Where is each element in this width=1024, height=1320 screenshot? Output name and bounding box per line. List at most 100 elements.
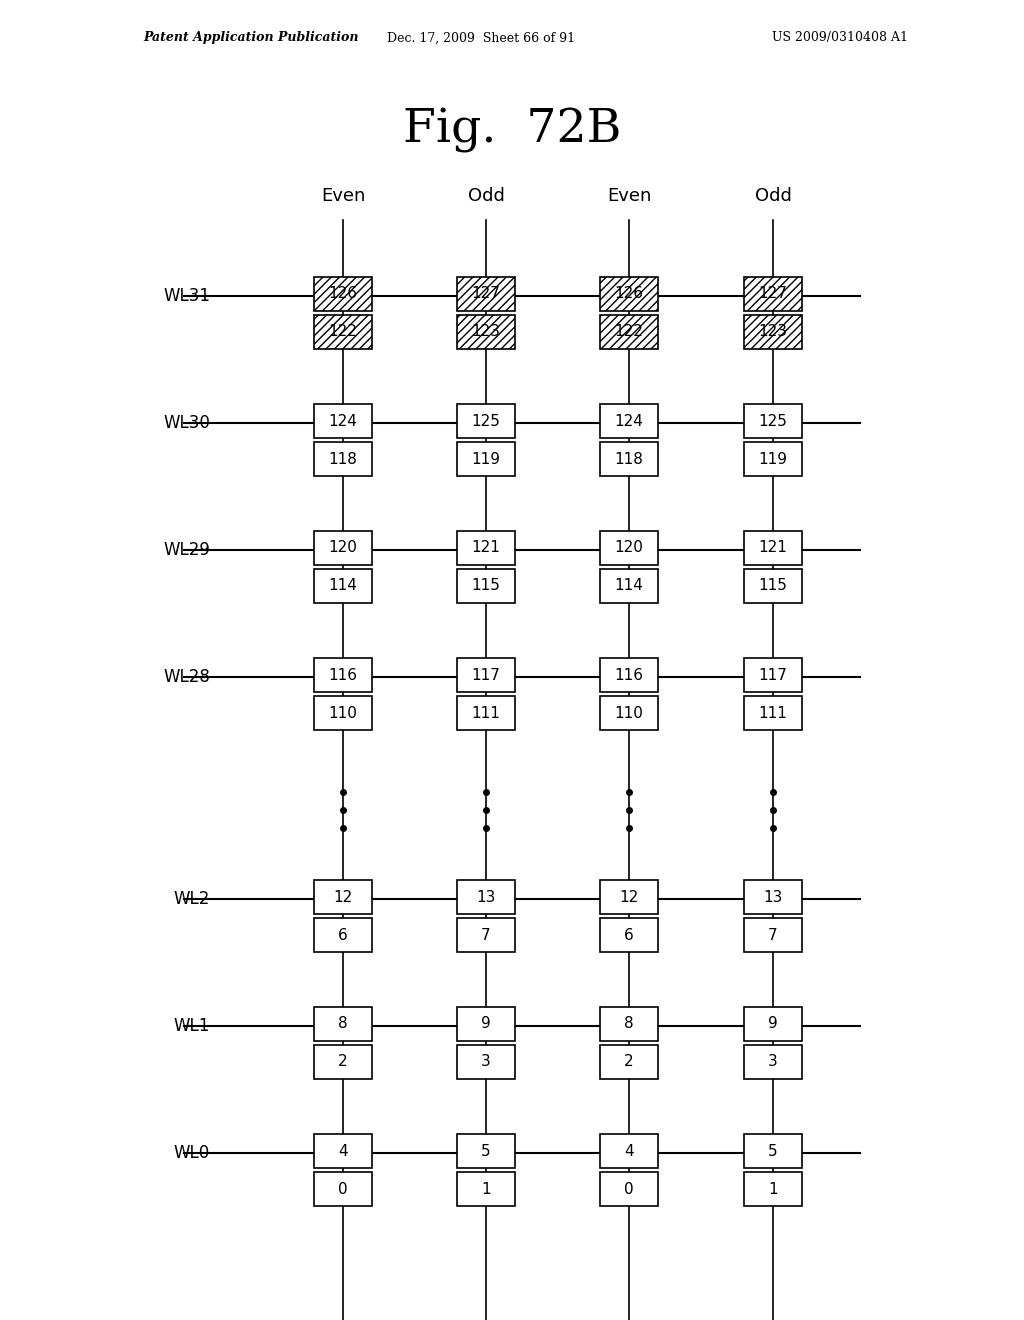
Bar: [457, 657, 515, 692]
Text: 5: 5: [481, 1143, 490, 1159]
Bar: [457, 1045, 515, 1078]
Text: 12: 12: [620, 890, 639, 904]
Bar: [744, 696, 802, 730]
Text: 116: 116: [329, 668, 357, 682]
Bar: [744, 657, 802, 692]
Text: 115: 115: [759, 578, 787, 594]
Text: Patent Application Publication: Patent Application Publication: [143, 32, 358, 45]
Text: 126: 126: [614, 286, 643, 301]
Text: WL29: WL29: [163, 541, 210, 558]
Bar: [744, 880, 802, 913]
Text: 8: 8: [625, 1016, 634, 1031]
Text: 5: 5: [768, 1143, 778, 1159]
Text: 114: 114: [329, 578, 357, 594]
Text: 121: 121: [759, 540, 787, 556]
Text: 7: 7: [768, 928, 778, 942]
Text: 124: 124: [329, 413, 357, 429]
Bar: [457, 1007, 515, 1041]
Text: 111: 111: [472, 705, 501, 721]
Text: 111: 111: [759, 705, 787, 721]
Text: Odd: Odd: [468, 187, 505, 205]
Text: 117: 117: [472, 668, 501, 682]
Bar: [744, 1172, 802, 1206]
Text: WL1: WL1: [174, 1016, 210, 1035]
Bar: [457, 1134, 515, 1168]
Text: WL28: WL28: [163, 668, 210, 686]
Text: 9: 9: [768, 1016, 778, 1031]
Text: 8: 8: [338, 1016, 348, 1031]
Text: Fig.  72B: Fig. 72B: [402, 107, 622, 153]
Bar: [600, 531, 658, 565]
Bar: [600, 315, 658, 348]
Text: 124: 124: [614, 413, 643, 429]
Bar: [600, 880, 658, 913]
Text: 116: 116: [614, 668, 643, 682]
Text: 110: 110: [329, 705, 357, 721]
Bar: [457, 1172, 515, 1206]
Text: Even: Even: [607, 187, 651, 205]
Bar: [314, 277, 372, 312]
Text: 0: 0: [338, 1181, 348, 1196]
Text: 1: 1: [481, 1181, 490, 1196]
Bar: [314, 315, 372, 348]
Bar: [600, 277, 658, 312]
Bar: [600, 917, 658, 952]
Text: 122: 122: [329, 325, 357, 339]
Bar: [600, 657, 658, 692]
Text: 114: 114: [614, 578, 643, 594]
Bar: [457, 404, 515, 438]
Bar: [600, 1134, 658, 1168]
Text: 9: 9: [481, 1016, 490, 1031]
Text: 127: 127: [472, 286, 501, 301]
Text: 120: 120: [329, 540, 357, 556]
Text: 117: 117: [759, 668, 787, 682]
Text: 2: 2: [625, 1055, 634, 1069]
Bar: [314, 1007, 372, 1041]
Text: 122: 122: [614, 325, 643, 339]
Bar: [314, 1045, 372, 1078]
Text: 12: 12: [334, 890, 352, 904]
Bar: [314, 917, 372, 952]
Text: 4: 4: [625, 1143, 634, 1159]
Text: 120: 120: [614, 540, 643, 556]
Text: WL30: WL30: [163, 414, 210, 432]
Text: WL0: WL0: [174, 1144, 210, 1162]
Text: 3: 3: [768, 1055, 778, 1069]
Text: 13: 13: [763, 890, 782, 904]
Bar: [600, 569, 658, 603]
Text: WL31: WL31: [163, 286, 210, 305]
Text: 127: 127: [759, 286, 787, 301]
Bar: [457, 442, 515, 477]
Bar: [314, 404, 372, 438]
Text: 0: 0: [625, 1181, 634, 1196]
Bar: [457, 696, 515, 730]
Bar: [457, 531, 515, 565]
Text: 3: 3: [481, 1055, 490, 1069]
Text: 6: 6: [624, 928, 634, 942]
Bar: [314, 1172, 372, 1206]
Bar: [314, 696, 372, 730]
Bar: [314, 569, 372, 603]
Text: 123: 123: [759, 325, 787, 339]
Bar: [314, 1134, 372, 1168]
Text: 1: 1: [768, 1181, 778, 1196]
Bar: [744, 1045, 802, 1078]
Bar: [314, 531, 372, 565]
Text: 13: 13: [476, 890, 496, 904]
Bar: [600, 1045, 658, 1078]
Text: 119: 119: [759, 451, 787, 466]
Bar: [744, 1134, 802, 1168]
Bar: [457, 277, 515, 312]
Bar: [600, 696, 658, 730]
Text: 4: 4: [338, 1143, 348, 1159]
Bar: [314, 657, 372, 692]
Text: Even: Even: [321, 187, 366, 205]
Bar: [457, 917, 515, 952]
Text: 118: 118: [614, 451, 643, 466]
Bar: [314, 880, 372, 913]
Bar: [744, 315, 802, 348]
Text: 2: 2: [338, 1055, 348, 1069]
Text: 123: 123: [471, 325, 501, 339]
Text: WL2: WL2: [174, 890, 210, 908]
Text: 119: 119: [471, 451, 501, 466]
